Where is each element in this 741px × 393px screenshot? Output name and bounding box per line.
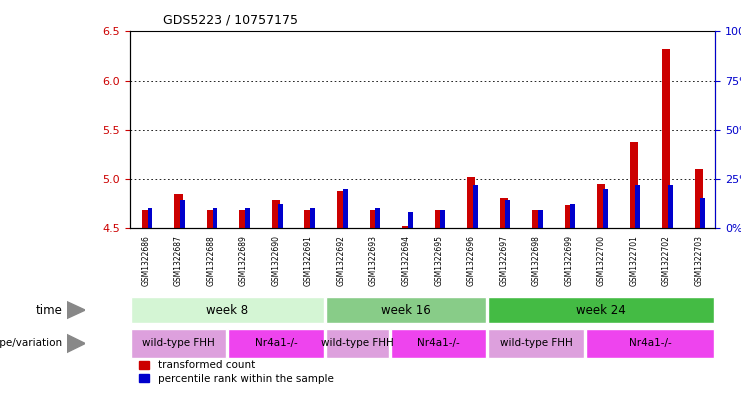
Bar bbox=[326, 329, 389, 358]
Text: GSM1322686: GSM1322686 bbox=[142, 235, 150, 286]
Text: GSM1322698: GSM1322698 bbox=[532, 235, 541, 286]
Polygon shape bbox=[67, 301, 85, 319]
Bar bbox=[668, 185, 673, 228]
Text: genotype/variation: genotype/variation bbox=[0, 338, 63, 349]
Text: GDS5223 / 10757175: GDS5223 / 10757175 bbox=[163, 14, 298, 27]
Bar bbox=[391, 329, 486, 358]
Bar bbox=[213, 208, 217, 228]
Bar bbox=[662, 49, 671, 228]
Bar bbox=[597, 184, 605, 228]
Text: wild-type FHH: wild-type FHH bbox=[142, 338, 215, 349]
Text: wild-type FHH: wild-type FHH bbox=[500, 338, 573, 349]
Legend: transformed count, percentile rank within the sample: transformed count, percentile rank withi… bbox=[135, 356, 338, 388]
Bar bbox=[174, 194, 182, 228]
Text: week 24: week 24 bbox=[576, 303, 626, 317]
Polygon shape bbox=[67, 334, 85, 353]
Bar bbox=[630, 142, 638, 228]
Bar bbox=[147, 208, 153, 228]
Bar bbox=[505, 200, 510, 228]
Text: GSM1322694: GSM1322694 bbox=[402, 235, 411, 286]
Bar bbox=[586, 329, 714, 358]
Text: GSM1322696: GSM1322696 bbox=[467, 235, 476, 286]
Bar bbox=[488, 298, 714, 323]
Bar bbox=[326, 298, 486, 323]
Text: GSM1322702: GSM1322702 bbox=[662, 235, 671, 286]
Bar bbox=[488, 329, 584, 358]
Text: Nr4a1-/-: Nr4a1-/- bbox=[628, 338, 671, 349]
Bar bbox=[434, 210, 442, 228]
Text: GSM1322691: GSM1322691 bbox=[304, 235, 313, 286]
Bar bbox=[532, 210, 540, 228]
Bar bbox=[130, 329, 226, 358]
Bar bbox=[402, 226, 411, 228]
Text: GSM1322697: GSM1322697 bbox=[499, 235, 508, 286]
Bar bbox=[538, 210, 542, 228]
Bar bbox=[142, 210, 150, 228]
Text: Nr4a1-/-: Nr4a1-/- bbox=[417, 338, 460, 349]
Text: GSM1322695: GSM1322695 bbox=[434, 235, 443, 286]
Text: GSM1322692: GSM1322692 bbox=[336, 235, 345, 286]
Bar bbox=[700, 198, 705, 228]
Text: GSM1322687: GSM1322687 bbox=[174, 235, 183, 286]
Text: GSM1322693: GSM1322693 bbox=[369, 235, 378, 286]
Bar bbox=[245, 208, 250, 228]
Bar bbox=[272, 200, 280, 228]
Bar bbox=[278, 204, 282, 228]
Bar bbox=[130, 298, 324, 323]
Bar bbox=[473, 185, 478, 228]
Bar bbox=[305, 210, 313, 228]
Text: wild-type FHH: wild-type FHH bbox=[321, 338, 393, 349]
Bar bbox=[239, 210, 247, 228]
Text: GSM1322703: GSM1322703 bbox=[694, 235, 703, 286]
Bar bbox=[342, 189, 348, 228]
Text: week 8: week 8 bbox=[206, 303, 248, 317]
Bar bbox=[695, 169, 703, 228]
Bar bbox=[310, 208, 315, 228]
Bar bbox=[571, 204, 575, 228]
Text: GSM1322690: GSM1322690 bbox=[271, 235, 281, 286]
Text: GSM1322688: GSM1322688 bbox=[207, 235, 216, 286]
Text: GSM1322699: GSM1322699 bbox=[564, 235, 574, 286]
Text: week 16: week 16 bbox=[381, 303, 431, 317]
Bar bbox=[635, 185, 640, 228]
Text: Nr4a1-/-: Nr4a1-/- bbox=[255, 338, 297, 349]
Bar bbox=[603, 189, 608, 228]
Text: GSM1322700: GSM1322700 bbox=[597, 235, 605, 286]
Bar bbox=[337, 191, 345, 228]
Bar bbox=[499, 198, 508, 228]
Bar bbox=[375, 208, 380, 228]
Bar bbox=[408, 212, 413, 228]
Bar bbox=[467, 177, 475, 228]
Bar bbox=[370, 210, 378, 228]
Text: GSM1322689: GSM1322689 bbox=[239, 235, 248, 286]
Text: time: time bbox=[36, 303, 63, 317]
Bar bbox=[228, 329, 324, 358]
Bar bbox=[565, 205, 573, 228]
Text: GSM1322701: GSM1322701 bbox=[629, 235, 638, 286]
Bar bbox=[180, 200, 185, 228]
Bar bbox=[207, 210, 215, 228]
Bar bbox=[440, 210, 445, 228]
